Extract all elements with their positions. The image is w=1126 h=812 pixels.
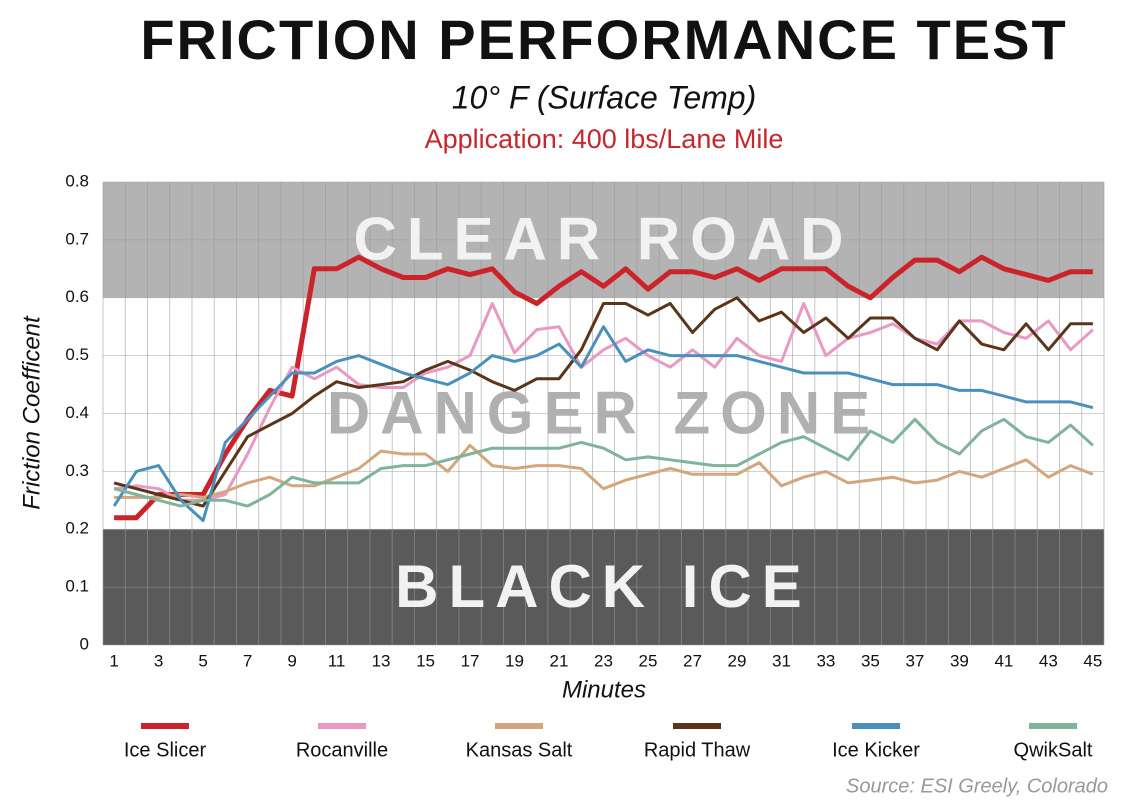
x-tick-label: 37 [905,651,924,670]
legend-label: Ice Kicker [832,739,920,761]
y-tick-label: 0.4 [65,403,89,422]
x-tick-label: 13 [372,651,391,670]
x-tick-label: 19 [505,651,524,670]
application-note: Application: 400 lbs/Lane Mile [425,124,784,154]
chart-title: FRICTION PERFORMANCE TEST [140,8,1067,71]
zone-label: DANGER ZONE [327,379,880,446]
x-tick-label: 3 [154,651,163,670]
x-tick-label: 9 [287,651,296,670]
legend-label: Rocanville [296,739,388,761]
y-tick-label: 0 [80,634,89,653]
x-tick-label: 27 [683,651,702,670]
source-note: Source: ESI Greely, Colorado [846,775,1108,797]
y-tick-label: 0.5 [65,345,89,364]
y-tick-label: 0.6 [65,287,89,306]
x-tick-label: 31 [772,651,791,670]
y-tick-label: 0.1 [65,577,89,596]
x-tick-label: 39 [950,651,969,670]
y-tick-label: 0.3 [65,461,89,480]
series-line [112,325,1094,523]
series-line [114,443,1094,499]
legend-label: Kansas Salt [466,739,573,761]
x-axis-label: Minutes [562,676,646,703]
x-tick-label: 21 [550,651,569,670]
legend-label: Rapid Thaw [644,739,751,761]
x-tick-label: 33 [816,651,835,670]
x-tick-label: 1 [109,651,118,670]
x-tick-label: 5 [198,651,207,670]
series-line [113,296,1093,508]
zone-label: CLEAR ROAD [354,206,854,273]
x-tick-label: 17 [461,651,480,670]
zone-label: BLACK ICE [395,553,812,620]
y-tick-label: 0.7 [65,229,89,248]
y-axis-label: Friction Coefficent [18,315,45,510]
y-tick-label: 0.8 [65,171,89,190]
x-tick-label: 15 [416,651,435,670]
x-tick-label: 45 [1083,651,1102,670]
x-tick-label: 43 [1039,651,1058,670]
series-line [113,302,1094,502]
series-line [113,417,1094,508]
x-tick-label: 7 [243,651,252,670]
legend-label: Ice Slicer [124,739,207,761]
x-tick-label: 11 [328,651,346,670]
legend-label: QwikSalt [1014,739,1093,761]
x-tick-label: 23 [594,651,613,670]
x-tick-label: 35 [861,651,880,670]
x-tick-label: 25 [639,651,658,670]
x-tick-label: 41 [994,651,1013,670]
x-tick-label: 29 [728,651,747,670]
chart-subtitle: 10° F (Surface Temp) [452,79,756,115]
y-tick-label: 0.2 [65,519,89,538]
